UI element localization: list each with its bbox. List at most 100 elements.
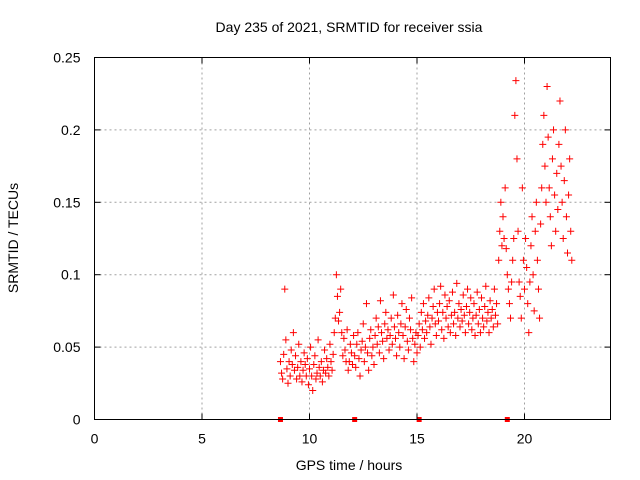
data-point [517, 293, 524, 300]
data-point [537, 221, 544, 228]
data-point [564, 249, 571, 256]
data-point [518, 315, 525, 322]
data-point [360, 320, 367, 327]
data-point [554, 206, 561, 213]
data-point [315, 336, 322, 343]
data-point [285, 380, 292, 387]
data-point [552, 228, 559, 235]
data-point [567, 228, 574, 235]
data-point [531, 307, 538, 314]
y-tick-label: 0 [73, 412, 81, 428]
y-tick-label: 0.2 [61, 122, 81, 138]
x-tick-label: 10 [302, 431, 318, 447]
data-point [382, 309, 389, 316]
data-point [474, 289, 481, 296]
data-point [511, 112, 518, 119]
data-point [279, 375, 286, 382]
data-point [529, 213, 536, 220]
x-tick-label: 20 [517, 431, 533, 447]
data-point [373, 315, 380, 322]
data-point [292, 352, 299, 359]
data-point [414, 349, 421, 356]
data-point [519, 184, 526, 191]
data-point [378, 329, 385, 336]
data-point [536, 315, 543, 322]
axis-ticks: 0 0.05 0.1 0.15 0.2 0.25 0 5 10 15 20 [53, 50, 610, 447]
data-point [534, 257, 541, 264]
data-point [467, 294, 474, 301]
data-point [526, 278, 533, 285]
data-point [440, 335, 447, 342]
data-point [527, 242, 534, 249]
data-point [496, 228, 503, 235]
data-point [403, 306, 410, 313]
data-point [418, 309, 425, 316]
data-point [545, 134, 552, 141]
data-point [555, 141, 562, 148]
data-point [539, 141, 546, 148]
data-point [305, 381, 312, 388]
data-point [509, 257, 516, 264]
data-point [508, 278, 515, 285]
data-point [506, 300, 513, 307]
data-point [391, 323, 398, 330]
data-point [416, 320, 423, 327]
data-point [288, 346, 295, 353]
data-point [460, 291, 467, 298]
data-point [380, 355, 387, 362]
data-point [535, 286, 542, 293]
data-point [363, 300, 370, 307]
data-point [437, 283, 444, 290]
data-point [433, 332, 440, 339]
data-point [406, 315, 413, 322]
data-points [277, 77, 575, 394]
data-point [462, 329, 469, 336]
data-point [510, 235, 517, 242]
data-point [290, 329, 297, 336]
data-point [470, 300, 477, 307]
data-point [522, 235, 529, 242]
data-point [525, 329, 532, 336]
data-point [278, 370, 285, 377]
data-point [468, 326, 475, 333]
y-axis-label: SRMTID / TECUs [5, 183, 21, 293]
data-point [431, 286, 438, 293]
data-point [321, 346, 328, 353]
data-point [524, 300, 531, 307]
data-point [566, 155, 573, 162]
data-point [532, 228, 539, 235]
data-point [543, 199, 550, 206]
data-point [561, 177, 568, 184]
data-point [541, 163, 548, 170]
data-point [507, 315, 514, 322]
data-point [381, 320, 388, 327]
data-point [560, 235, 567, 242]
data-point [301, 349, 308, 356]
data-point [394, 312, 401, 319]
data-point [333, 271, 340, 278]
data-point [520, 257, 527, 264]
data-point [558, 163, 565, 170]
data-point [568, 257, 575, 264]
data-point [563, 213, 570, 220]
data-point [565, 192, 572, 199]
x-tick-label: 0 [91, 431, 99, 447]
data-point [538, 184, 545, 191]
data-point [505, 286, 512, 293]
data-point [420, 300, 427, 307]
data-point [365, 367, 372, 374]
data-point [546, 184, 553, 191]
x-tick-label: 5 [198, 431, 206, 447]
data-point [401, 355, 408, 362]
data-point [427, 341, 434, 348]
data-point [347, 341, 354, 348]
data-point [449, 289, 456, 296]
data-point [326, 341, 333, 348]
data-point [280, 351, 287, 358]
data-point [521, 286, 528, 293]
y-tick-label: 0.05 [53, 339, 80, 355]
data-point [311, 352, 318, 359]
data-point [497, 199, 504, 206]
data-point [336, 309, 343, 316]
data-point [550, 126, 557, 133]
